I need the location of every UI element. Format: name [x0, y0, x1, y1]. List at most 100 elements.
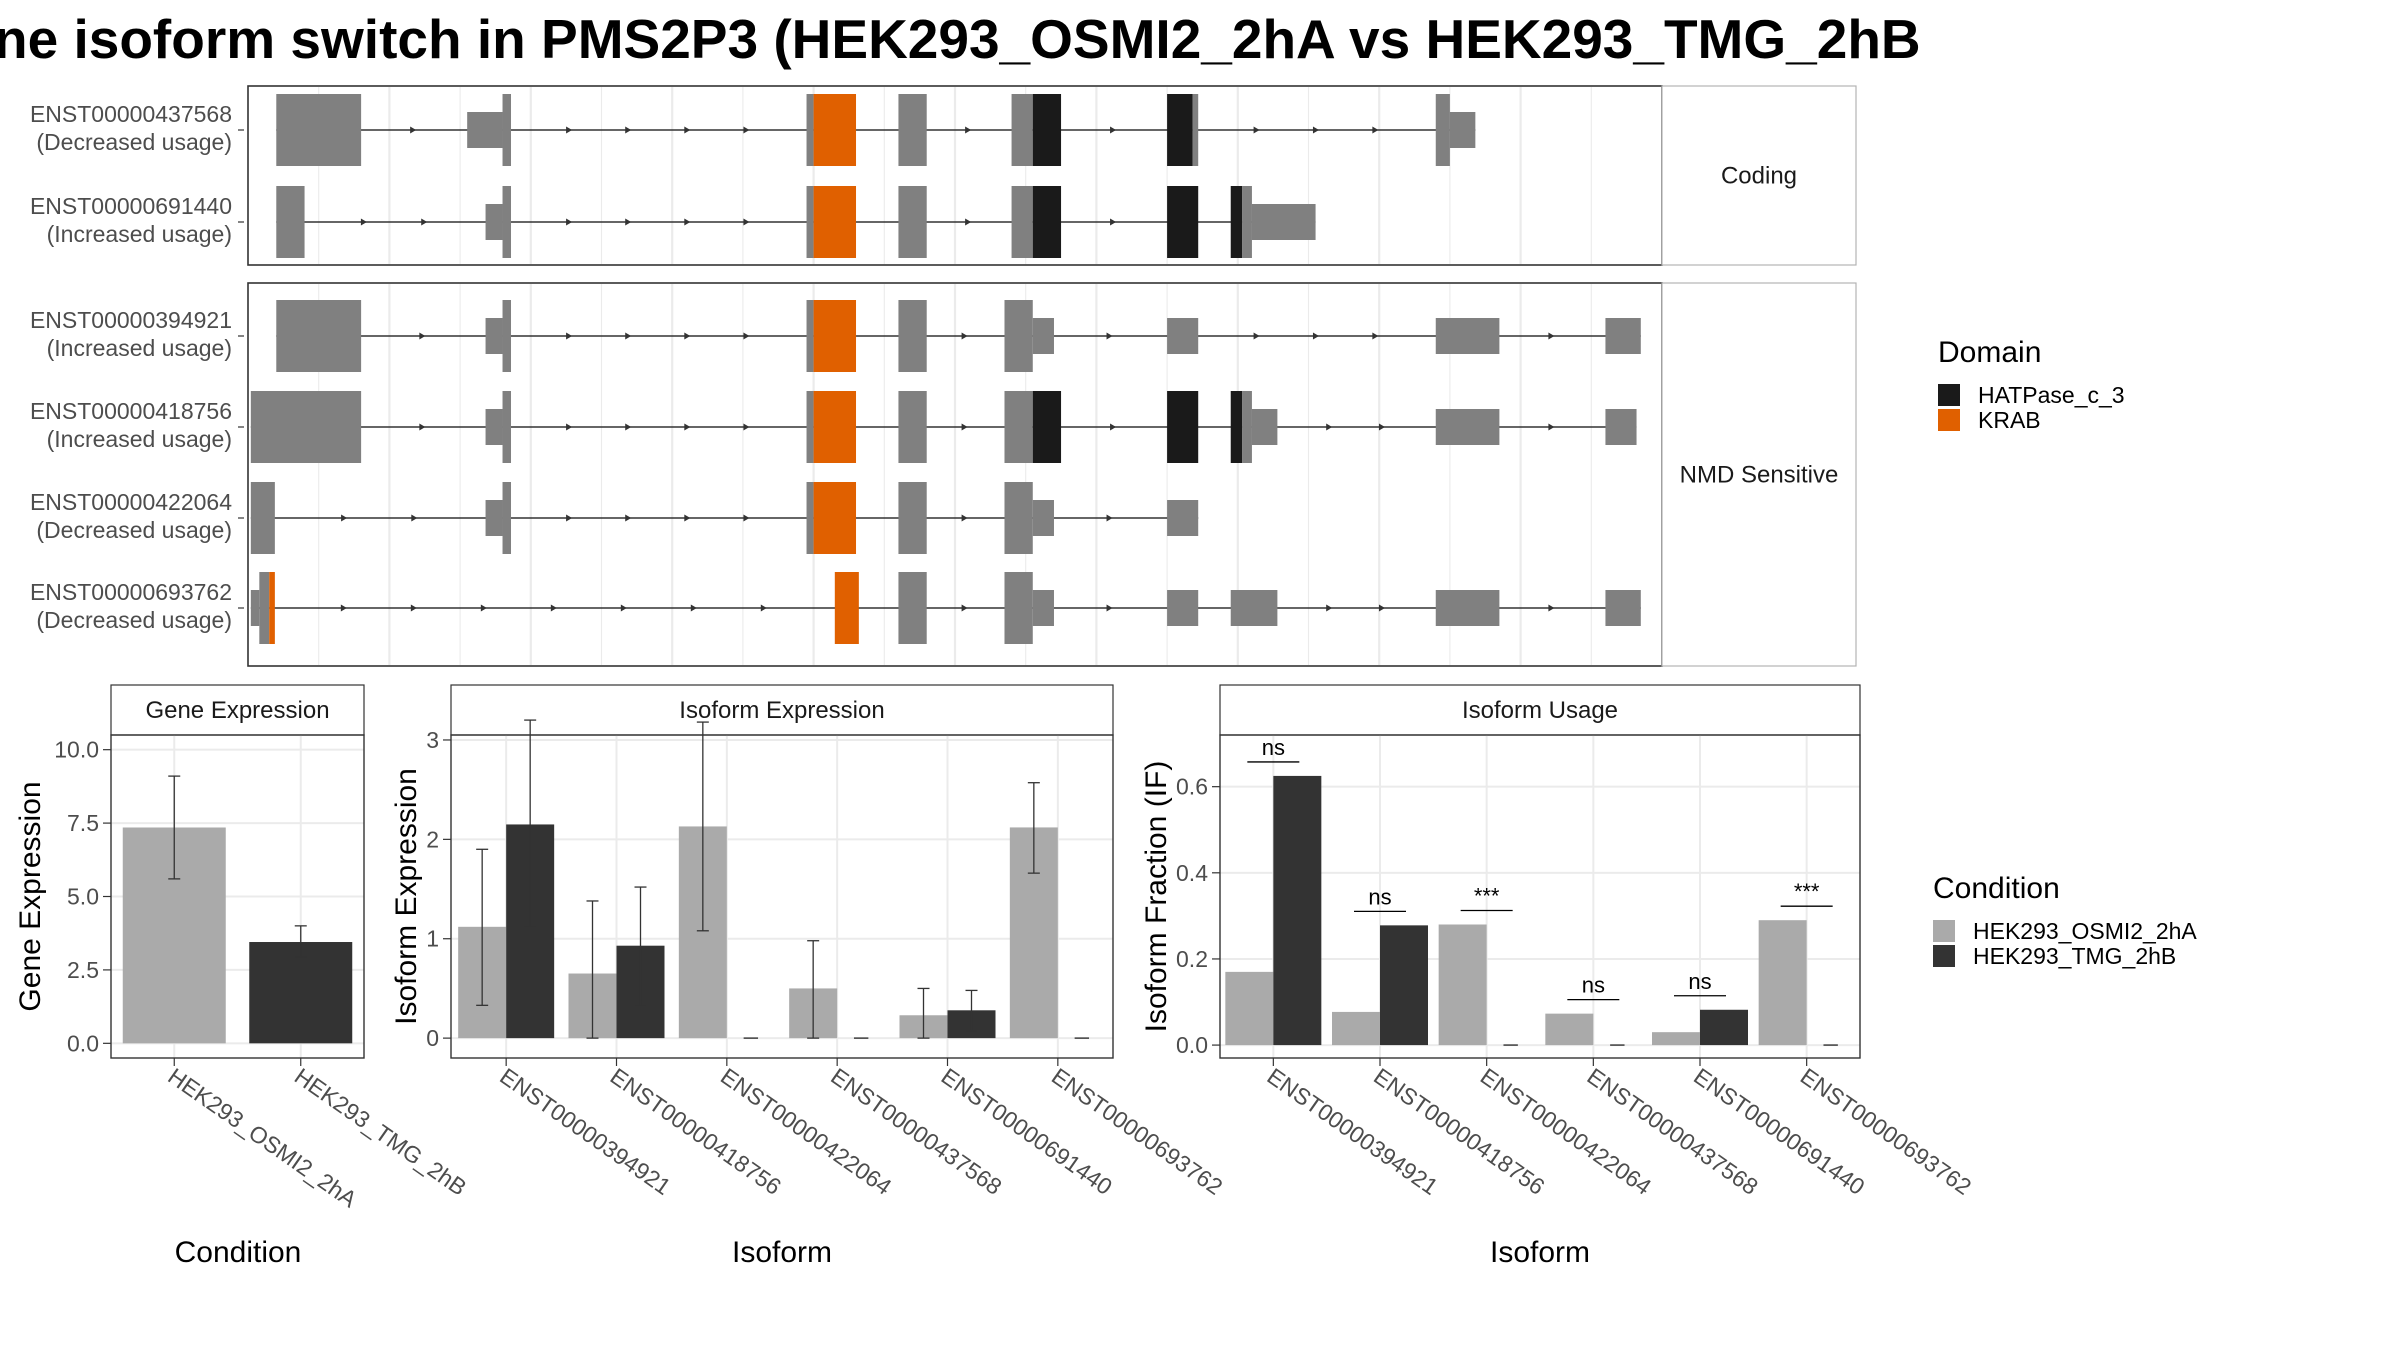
y-tick-label: 0.6 — [1176, 774, 1208, 800]
utr-block — [1167, 500, 1199, 536]
x-axis-title: Condition — [175, 1236, 302, 1269]
intron-arrow — [625, 332, 632, 340]
exon-block — [898, 572, 927, 644]
x-tick-label: ENST00000418756 — [1369, 1063, 1549, 1200]
x-tick-label: ENST00000693762 — [1796, 1063, 1976, 1200]
intron-arrow — [1548, 332, 1555, 340]
facet-strip-label: Coding — [1721, 163, 1797, 190]
domain-block — [1167, 186, 1199, 258]
y-tick-label: 1 — [426, 926, 439, 952]
significance-label: ns — [1582, 973, 1605, 998]
exon-block — [898, 186, 927, 258]
intron-arrow — [760, 604, 767, 612]
utr-block — [1605, 590, 1641, 626]
x-tick-label: ENST00000422064 — [1476, 1063, 1657, 1200]
exon-block — [276, 186, 305, 258]
exon-block — [259, 572, 270, 644]
intron-arrow — [1372, 332, 1379, 340]
facet-strip — [1661, 85, 1857, 266]
intron-arrow — [550, 604, 557, 612]
transcript-usage-label: (Decreased usage) — [36, 129, 232, 155]
intron-arrow — [625, 218, 632, 226]
bar — [1652, 1032, 1700, 1046]
domain-block — [1032, 186, 1062, 258]
exon-block — [898, 94, 927, 166]
utr-block — [1251, 204, 1316, 240]
transcript-usage-label: (Decreased usage) — [36, 517, 232, 543]
utr-block — [1167, 590, 1199, 626]
legend-key — [1933, 945, 1955, 967]
intron-arrow — [566, 514, 573, 522]
intron-arrow — [411, 514, 418, 522]
exon-block — [276, 300, 362, 372]
intron-arrow — [743, 514, 750, 522]
significance-label: ns — [1368, 884, 1391, 909]
intron-arrow — [421, 218, 428, 226]
exon-block — [250, 482, 275, 554]
intron-arrow — [1106, 514, 1113, 522]
transcript-id-label: ENST00000422064 — [30, 489, 232, 515]
domain-block — [1167, 391, 1199, 463]
bar — [1332, 1011, 1380, 1046]
transcript-usage-label: (Increased usage) — [47, 426, 232, 452]
intron-arrow — [341, 514, 348, 522]
intron-arrow — [743, 218, 750, 226]
intron-arrow — [965, 126, 972, 134]
intron-arrow — [1378, 423, 1385, 431]
intron-arrow — [684, 126, 691, 134]
transcript-id-label: ENST00000437568 — [30, 101, 232, 127]
x-tick-label: ENST00000437568 — [1582, 1063, 1762, 1200]
y-tick-label: 0.2 — [1176, 946, 1208, 972]
intron-arrow — [1110, 218, 1117, 226]
domain-block — [813, 300, 857, 372]
intron-arrow — [684, 514, 691, 522]
intron-arrow — [360, 218, 367, 226]
domain-block — [1230, 186, 1243, 258]
utr-block — [1435, 409, 1500, 445]
intron-arrow — [961, 332, 968, 340]
transcript-usage-label: (Increased usage) — [47, 221, 232, 247]
y-axis-title: Gene Expression — [14, 781, 47, 1011]
intron-arrow — [965, 218, 972, 226]
y-tick-label: 5.0 — [67, 884, 99, 910]
y-tick-label: 7.5 — [67, 810, 99, 836]
intron-arrow — [684, 423, 691, 431]
significance-label: *** — [1794, 879, 1820, 904]
domain-block — [1032, 94, 1062, 166]
y-tick-label: 3 — [426, 727, 439, 753]
utr-block — [1435, 318, 1500, 354]
intron-arrow — [1110, 423, 1117, 431]
exon-block — [502, 482, 512, 554]
y-axis-title: Isoform Expression — [390, 768, 423, 1025]
utr-block — [485, 500, 503, 536]
utr-block — [1230, 590, 1278, 626]
domain-block — [813, 391, 857, 463]
intron-arrow — [1253, 332, 1260, 340]
domain-block — [1032, 391, 1062, 463]
utr-block — [1032, 590, 1054, 626]
legend-label: HEK293_TMG_2hB — [1973, 943, 2176, 969]
utr-block — [485, 318, 503, 354]
transcript-usage-label: (Decreased usage) — [36, 607, 232, 633]
intron-arrow — [1548, 604, 1555, 612]
significance-label: ns — [1262, 735, 1285, 760]
exon-block — [502, 186, 512, 258]
intron-arrow — [684, 218, 691, 226]
expression-bar-panels: Gene Expression0.02.55.07.510.0HEK293_OS… — [14, 684, 1976, 1269]
panel-border — [450, 734, 1114, 1059]
utr-block — [1449, 112, 1476, 148]
exon-block — [1011, 94, 1033, 166]
exon-block — [502, 391, 512, 463]
exon-block — [1242, 391, 1252, 463]
intron-arrow — [1106, 604, 1113, 612]
utr-block — [1605, 318, 1641, 354]
intron-arrow — [684, 332, 691, 340]
intron-arrow — [1253, 126, 1260, 134]
intron-arrow — [419, 332, 426, 340]
